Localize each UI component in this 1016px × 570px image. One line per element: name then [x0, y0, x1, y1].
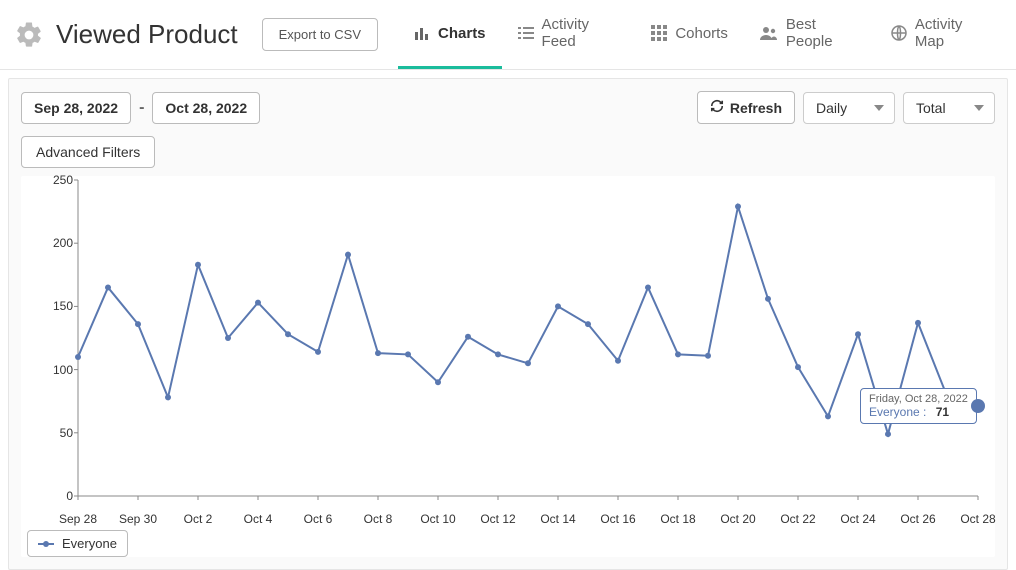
x-tick-label: Oct 10 [420, 506, 455, 526]
aggregation-select[interactable]: Total [903, 92, 995, 124]
date-to-button[interactable]: Oct 28, 2022 [152, 92, 260, 124]
tab-label: Best People [786, 16, 859, 50]
chart-tooltip: Friday, Oct 28, 2022 Everyone : 71 [860, 388, 977, 424]
x-tick-label: Oct 24 [840, 506, 875, 526]
x-tick-label: Oct 16 [600, 506, 635, 526]
chart-bar-icon [414, 25, 430, 41]
export-csv-button[interactable]: Export to CSV [262, 18, 378, 51]
y-tick-label: 100 [53, 363, 73, 377]
chart-legend: Everyone [27, 530, 995, 557]
x-tick-label: Oct 18 [660, 506, 695, 526]
tooltip-value: 71 [936, 405, 949, 419]
y-tick-label: 150 [53, 299, 73, 313]
refresh-label: Refresh [730, 100, 782, 116]
tooltip-date: Friday, Oct 28, 2022 [869, 393, 968, 405]
tab-cohorts[interactable]: Cohorts [635, 0, 744, 69]
y-tick-label: 250 [53, 173, 73, 187]
x-tick-label: Oct 2 [184, 506, 213, 526]
advanced-filters-button[interactable]: Advanced Filters [21, 136, 155, 168]
x-tick-label: Oct 22 [780, 506, 815, 526]
x-tick-label: Oct 4 [244, 506, 273, 526]
tab-activity-map[interactable]: Activity Map [875, 0, 1004, 69]
x-tick-label: Sep 28 [59, 506, 97, 526]
x-tick-label: Oct 14 [540, 506, 575, 526]
tooltip-series: Everyone : [869, 405, 926, 419]
chart-area: Friday, Oct 28, 2022 Everyone : 71 0 50 10… [21, 176, 995, 557]
tab-label: Activity Feed [542, 16, 620, 50]
globe-icon [891, 25, 907, 41]
legend-label: Everyone [62, 536, 117, 551]
x-tick-label: Oct 8 [364, 506, 393, 526]
chart-panel: Sep 28, 2022 - Oct 28, 2022 Refresh Dail… [8, 78, 1008, 570]
line-chart-svg [28, 176, 988, 506]
date-range-separator: - [139, 99, 144, 117]
tab-best-people[interactable]: Best People [744, 0, 875, 69]
tab-strip: Charts Activity Feed Cohorts Best People… [398, 0, 1004, 69]
granularity-select[interactable]: Daily [803, 92, 895, 124]
refresh-button[interactable]: Refresh [697, 91, 795, 124]
control-row: Sep 28, 2022 - Oct 28, 2022 Refresh Dail… [21, 91, 995, 124]
list-icon [518, 25, 534, 41]
gear-icon [12, 18, 46, 52]
x-tick-label: Oct 6 [304, 506, 333, 526]
refresh-icon [710, 99, 724, 116]
people-icon [760, 25, 778, 41]
x-tick-label: Oct 12 [480, 506, 515, 526]
y-tick-label: 200 [53, 236, 73, 250]
date-from-button[interactable]: Sep 28, 2022 [21, 92, 131, 124]
grid-icon [651, 25, 667, 41]
x-tick-label: Oct 28 [960, 506, 995, 526]
y-tick-label: 0 [66, 489, 73, 503]
legend-item-everyone[interactable]: Everyone [27, 530, 128, 557]
header-bar: Viewed Product Export to CSV Charts Acti… [0, 0, 1016, 70]
tab-label: Charts [438, 25, 486, 42]
y-tick-label: 50 [60, 426, 73, 440]
tab-charts[interactable]: Charts [398, 0, 502, 69]
legend-swatch-icon [38, 543, 54, 545]
x-tick-label: Sep 30 [119, 506, 157, 526]
x-tick-label: Oct 26 [900, 506, 935, 526]
tab-activity-feed[interactable]: Activity Feed [502, 0, 636, 69]
x-tick-label: Oct 20 [720, 506, 755, 526]
page-title: Viewed Product [56, 19, 238, 50]
tab-label: Cohorts [675, 25, 728, 42]
tooltip-point-halo [971, 399, 985, 413]
tab-label: Activity Map [915, 16, 988, 50]
